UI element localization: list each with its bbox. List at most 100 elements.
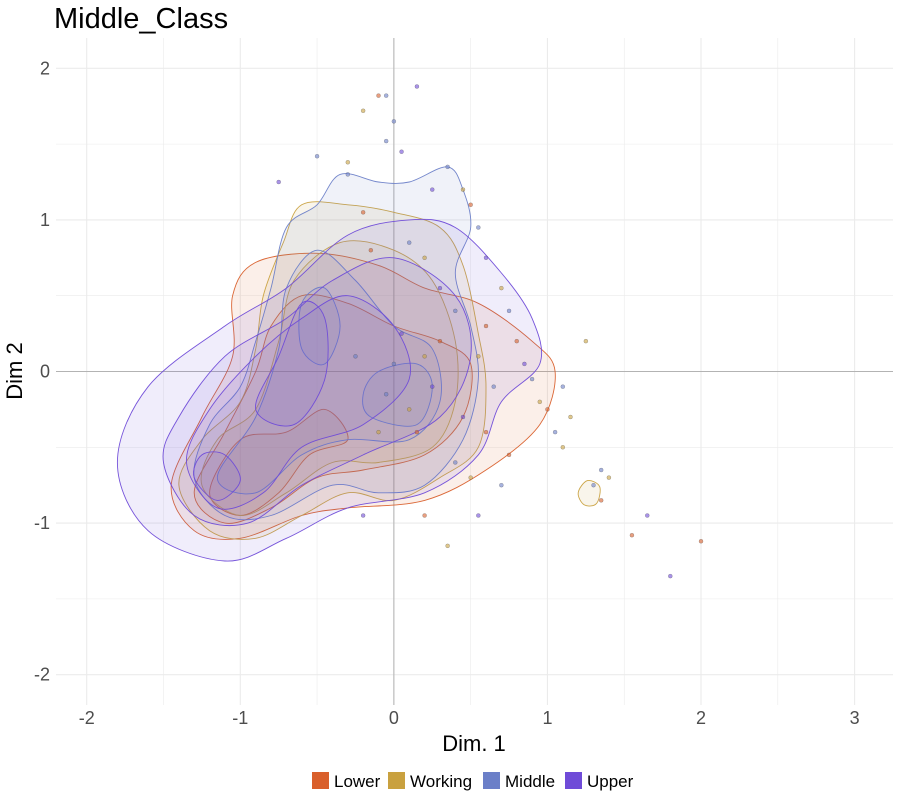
point-working <box>422 255 427 261</box>
legend-item-upper: Upper <box>565 772 634 791</box>
point-upper <box>430 187 435 192</box>
density-contours <box>116 166 601 562</box>
x-tick-label: 2 <box>696 708 706 728</box>
point-upper <box>399 331 404 336</box>
point-lower <box>514 338 519 344</box>
contour-upper-2 <box>162 257 472 527</box>
point-upper <box>476 513 481 518</box>
point-working <box>568 414 573 420</box>
x-axis-title: Dim. 1 <box>442 731 506 756</box>
contour-group-working <box>178 201 601 540</box>
y-axis-title: Dim 2 <box>2 342 27 399</box>
point-middle <box>383 93 389 98</box>
contour-group-middle <box>193 166 479 521</box>
point-middle <box>598 467 604 473</box>
point-working <box>345 160 351 165</box>
point-lower <box>698 539 704 544</box>
point-middle <box>560 384 566 389</box>
point-working <box>499 285 504 291</box>
x-tick-label: -1 <box>232 708 248 728</box>
contour-upper-1 <box>116 218 543 562</box>
y-tick-labels: -2 -1 0 1 2 <box>34 58 50 684</box>
point-lower <box>629 532 635 538</box>
legend-label-lower: Lower <box>334 772 381 791</box>
point-upper <box>483 255 489 261</box>
point-upper <box>460 414 466 420</box>
point-working <box>406 407 412 412</box>
point-lower <box>483 429 489 435</box>
point-middle <box>491 384 496 389</box>
point-middle <box>453 460 458 465</box>
point-lower <box>376 93 381 98</box>
legend-item-working: Working <box>388 772 472 791</box>
point-middle <box>314 153 320 159</box>
legend: Lower Working Middle Upper <box>312 772 634 791</box>
point-upper <box>360 513 366 518</box>
contour-group-lower <box>170 252 556 540</box>
point-lower <box>468 202 473 207</box>
point-working <box>476 354 481 359</box>
legend-item-middle: Middle <box>483 772 555 791</box>
contour-upper-5 <box>255 300 329 427</box>
point-upper <box>399 149 404 154</box>
point-middle <box>499 482 504 488</box>
point-middle <box>506 308 512 314</box>
point-middle <box>453 308 458 314</box>
legend-item-lower: Lower <box>312 772 381 791</box>
point-lower <box>598 498 604 503</box>
point-middle <box>391 361 397 367</box>
point-lower <box>545 407 550 412</box>
point-working <box>583 338 589 344</box>
x-tick-labels: -2 -1 0 1 2 3 <box>79 708 860 728</box>
legend-label-upper: Upper <box>587 772 634 791</box>
point-lower <box>437 338 443 344</box>
point-lower <box>422 513 427 518</box>
point-middle <box>391 119 397 124</box>
point-middle <box>383 391 389 397</box>
contour-upper-3 <box>186 295 411 510</box>
contour-upper-4 <box>193 451 241 501</box>
point-middle <box>529 376 535 382</box>
x-tick-label: 1 <box>542 708 552 728</box>
y-tick-label: 2 <box>40 58 50 78</box>
grid <box>56 38 893 705</box>
legend-label-working: Working <box>410 772 472 791</box>
point-middle <box>445 164 450 170</box>
y-tick-label: -2 <box>34 665 50 685</box>
point-middle <box>345 172 351 177</box>
x-tick-label: -2 <box>79 708 95 728</box>
x-tick-label: 3 <box>850 708 860 728</box>
legend-swatch-working <box>388 772 405 789</box>
legend-swatch-lower <box>312 772 329 789</box>
legend-swatch-upper <box>565 772 582 789</box>
point-middle <box>591 482 596 488</box>
point-working <box>560 445 566 450</box>
point-working <box>360 108 366 114</box>
legend-swatch-middle <box>483 772 500 789</box>
contour-group-upper <box>116 218 543 562</box>
contour-working-3 <box>577 479 601 507</box>
scatter-points <box>276 84 704 579</box>
contour-middle-2 <box>216 249 442 495</box>
point-upper <box>430 384 435 389</box>
point-working <box>468 475 473 480</box>
point-upper <box>668 573 673 579</box>
point-middle <box>406 240 412 245</box>
chart-title: Middle_Class <box>54 3 228 35</box>
point-middle <box>476 225 481 230</box>
point-working <box>422 354 427 359</box>
point-lower <box>483 323 489 329</box>
legend-label-middle: Middle <box>505 772 555 791</box>
point-working <box>460 187 466 192</box>
point-lower <box>368 247 374 253</box>
x-tick-label: 0 <box>389 708 399 728</box>
y-tick-label: 1 <box>40 210 50 230</box>
y-tick-label: -1 <box>34 513 50 533</box>
point-lower <box>360 210 366 215</box>
point-upper <box>645 513 650 518</box>
y-tick-label: 0 <box>40 362 50 382</box>
point-middle <box>383 138 389 144</box>
point-working <box>537 399 543 405</box>
point-working <box>606 475 612 480</box>
